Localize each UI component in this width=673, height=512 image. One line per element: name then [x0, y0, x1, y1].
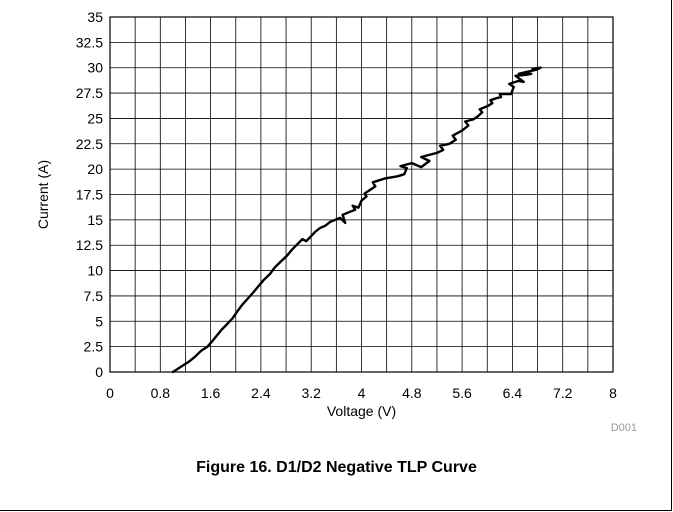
- x-tick-label: 2.4: [251, 385, 271, 401]
- x-tick-label: 1.6: [201, 385, 221, 401]
- y-tick-label: 30: [87, 60, 103, 76]
- y-tick-label: 20: [87, 161, 103, 177]
- y-tick-label: 17.5: [76, 187, 103, 203]
- y-tick-label: 2.5: [84, 339, 104, 355]
- y-tick-label: 0: [95, 364, 103, 380]
- y-tick-label: 15: [87, 212, 103, 228]
- y-tick-label: 32.5: [76, 34, 103, 50]
- y-tick-label: 35: [87, 9, 103, 25]
- x-tick-label: 4.8: [402, 385, 422, 401]
- x-tick-label: 4: [358, 385, 366, 401]
- x-tick-label: 8: [609, 385, 617, 401]
- y-axis-label: Current (A): [35, 160, 51, 229]
- tlp-curve-line: [171, 66, 542, 374]
- x-tick-label: 0.8: [151, 385, 171, 401]
- figure-caption: Figure 16. D1/D2 Negative TLP Curve: [196, 459, 477, 476]
- x-tick-label: 5.6: [452, 385, 472, 401]
- figure-id-label: D001: [611, 422, 637, 434]
- y-tick-labels: 0 2.5 5 7.5 10 12.5 15 17.5 20 22.5 25 27.5 30 32.5 35: [76, 9, 103, 380]
- y-tick-label: 27.5: [76, 85, 103, 101]
- y-tick-label: 7.5: [84, 288, 104, 304]
- x-axis-label: Voltage (V): [327, 403, 396, 419]
- x-tick-labels: 0 0.8 1.6 2.4 3.2 4 4.8 5.6 6.4 7.2 8: [106, 385, 617, 401]
- x-tick-label: 3.2: [301, 385, 321, 401]
- x-tick-label: 7.2: [553, 385, 573, 401]
- y-tick-label: 5: [95, 313, 103, 329]
- y-tick-label: 22.5: [76, 136, 103, 152]
- x-tick-label: 0: [106, 385, 114, 401]
- plot-area: [109, 16, 614, 373]
- y-tick-label: 25: [87, 110, 103, 126]
- y-tick-label: 10: [87, 263, 103, 279]
- x-tick-label: 6.4: [503, 385, 523, 401]
- y-tick-label: 12.5: [76, 237, 103, 253]
- grid: [110, 17, 613, 372]
